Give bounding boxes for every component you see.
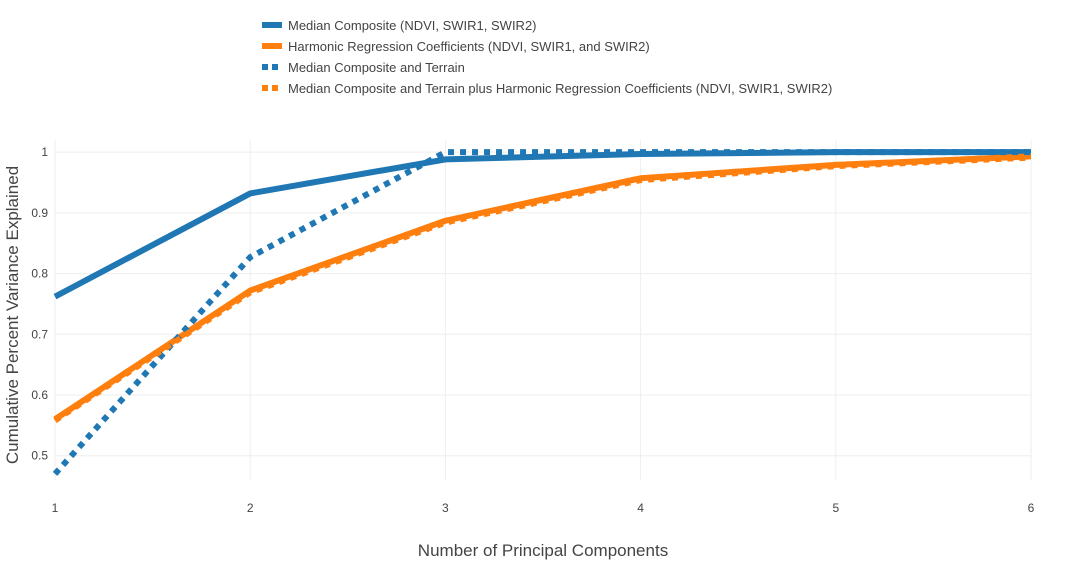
x-axis-title: Number of Principal Components: [418, 541, 668, 560]
series-line-3: [52, 149, 1031, 476]
legend-label: Median Composite and Terrain: [288, 60, 465, 75]
series-lines: [52, 149, 1032, 476]
series-line-4: [53, 154, 1032, 424]
legend-label: Median Composite (NDVI, SWIR1, SWIR2): [288, 18, 537, 33]
tick-labels: 1 2 3 4 5 6 0.5 0.6 0.7 0.8 0.9 1: [31, 145, 1034, 515]
series-line-1: [53, 149, 1031, 300]
legend-item-4[interactable]: Median Composite and Terrain plus Harmon…: [262, 81, 832, 96]
legend-label: Harmonic Regression Coefficients (NDVI, …: [288, 39, 650, 54]
y-tick-label: 1: [41, 145, 48, 159]
y-tick-label: 0.7: [31, 327, 48, 341]
legend-label: Median Composite and Terrain plus Harmon…: [288, 81, 832, 96]
legend-item-3[interactable]: Median Composite and Terrain: [262, 60, 465, 75]
y-tick-label: 0.9: [31, 206, 48, 220]
x-tick-label: 4: [637, 501, 644, 515]
y-tick-label: 0.8: [31, 267, 48, 281]
series-line-2: [53, 153, 1032, 422]
y-axis-title: Cumulative Percent Variance Explained: [3, 166, 22, 464]
y-tick-label: 0.6: [31, 388, 48, 402]
x-tick-label: 1: [52, 501, 59, 515]
x-tick-label: 5: [832, 501, 839, 515]
legend[interactable]: Median Composite (NDVI, SWIR1, SWIR2) Har…: [262, 18, 832, 96]
legend-item-1[interactable]: Median Composite (NDVI, SWIR1, SWIR2): [262, 18, 537, 33]
x-tick-label: 2: [247, 501, 254, 515]
legend-item-2[interactable]: Harmonic Regression Coefficients (NDVI, …: [262, 39, 650, 54]
x-tick-label: 3: [442, 501, 449, 515]
x-tick-label: 6: [1028, 501, 1035, 515]
y-tick-label: 0.5: [31, 449, 48, 463]
